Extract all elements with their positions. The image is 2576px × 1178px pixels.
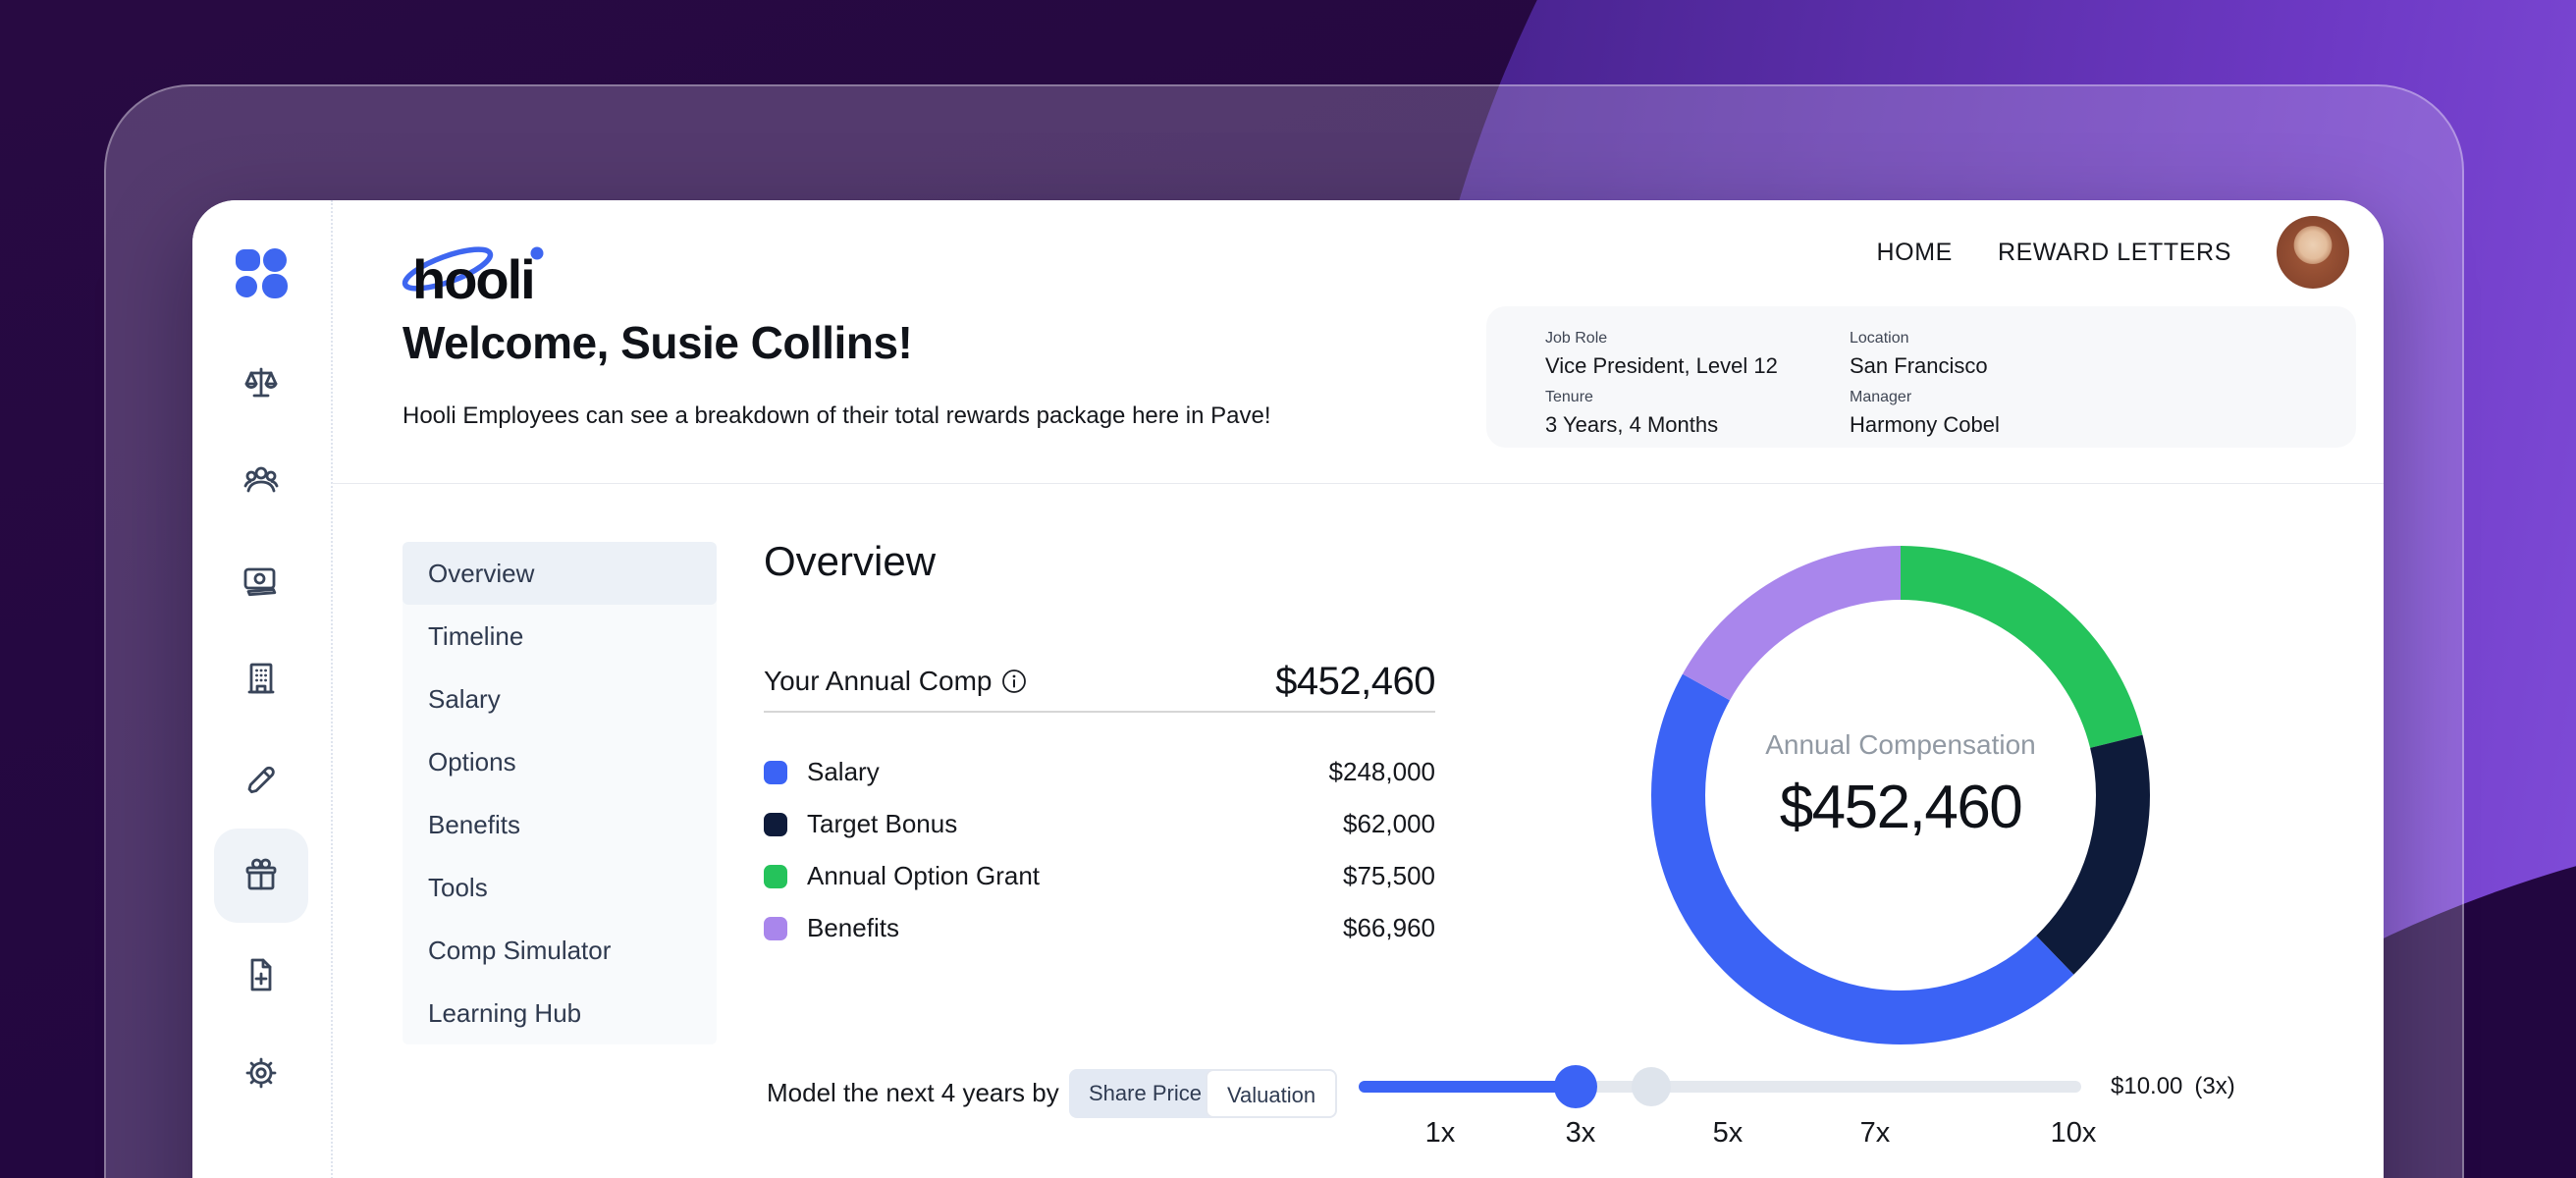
slider-thumb[interactable]: [1554, 1065, 1597, 1108]
slider-ghost-thumb[interactable]: [1632, 1067, 1671, 1106]
option-grant-swatch: [764, 864, 787, 888]
top-navigation: HOME REWARD LETTERS: [1877, 216, 2349, 289]
comp-legend: Salary $248,000 Target Bonus $62,000 Ann…: [764, 746, 1435, 954]
menu-item-comp-simulator[interactable]: Comp Simulator: [428, 935, 612, 965]
donut-segment-annual-option-grant[interactable]: [1651, 546, 2150, 1044]
annual-comp-donut-chart: Annual Compensation $452,460: [1651, 546, 2150, 1044]
tick-5x[interactable]: 5x: [1712, 1117, 1744, 1149]
pave-logo-icon[interactable]: [234, 246, 289, 301]
menu-item-timeline[interactable]: Timeline: [428, 620, 524, 651]
nav-home-link[interactable]: HOME: [1876, 238, 1953, 266]
menu-item-tools[interactable]: Tools: [428, 872, 488, 902]
sidebar-icon-rail: [192, 200, 333, 1178]
profile-field-tenure: Tenure 3 Years, 4 Months: [1545, 389, 1719, 437]
header-divider: [332, 483, 2384, 484]
menu-item-benefits[interactable]: Benefits: [428, 809, 520, 839]
benefits-swatch: [764, 916, 787, 940]
people-icon[interactable]: [240, 459, 283, 503]
menu-item-salary[interactable]: Salary: [428, 683, 501, 714]
annual-comp-row: Your Annual Comp $452,460: [764, 654, 1435, 709]
menu-item-options[interactable]: Options: [428, 746, 516, 776]
share-price-value: $10.00: [2111, 1073, 2183, 1099]
profile-field-job-role: Job Role Vice President, Level 12: [1545, 330, 1778, 378]
welcome-subtitle: Hooli Employees can see a breakdown of t…: [402, 402, 1271, 429]
building-icon[interactable]: [240, 657, 283, 700]
money-icon[interactable]: [240, 559, 283, 602]
comp-underline: [764, 711, 1435, 713]
legend-row-option-grant: Annual Option Grant $75,500: [764, 850, 1435, 902]
slider-fill: [1359, 1081, 1576, 1093]
scales-icon[interactable]: [240, 361, 283, 404]
profile-field-location: Location San Francisco: [1850, 330, 1988, 378]
gift-icon[interactable]: [240, 854, 283, 897]
annual-comp-label: Your Annual Comp: [764, 666, 993, 696]
annual-comp-value: $452,460: [1275, 659, 1435, 703]
nav-reward-letters-link[interactable]: REWARD LETTERS: [1997, 238, 2231, 266]
menu-item-overview[interactable]: Overview: [402, 542, 717, 605]
legend-row-salary: Salary $248,000: [764, 746, 1435, 798]
tick-10x[interactable]: 10x: [2050, 1117, 2097, 1149]
tick-7x[interactable]: 7x: [1859, 1117, 1891, 1149]
donut-segment-target-bonus[interactable]: [1651, 546, 2150, 1044]
settings-gear-icon[interactable]: [240, 1051, 283, 1095]
model-label: Model the next 4 years by: [767, 1078, 1059, 1107]
hooli-logo: hooli: [402, 246, 544, 310]
legend-row-benefits: Benefits $66,960: [764, 902, 1435, 954]
section-menu: Overview Timeline Salary Options Benefit…: [402, 542, 717, 1044]
user-avatar[interactable]: [2277, 216, 2349, 289]
share-price-toggle-button[interactable]: Share Price: [1069, 1069, 1221, 1118]
document-add-icon[interactable]: [240, 953, 283, 996]
profile-field-manager: Manager Harmony Cobel: [1850, 389, 2000, 437]
app-window: hooli HOME REWARD LETTERS Welcome, Susie…: [192, 200, 2384, 1178]
salary-swatch: [764, 760, 787, 784]
slider-value-readout: $10.00 (3x): [2111, 1073, 2235, 1100]
employee-profile-card: Job Role Vice President, Level 12 Locati…: [1486, 306, 2356, 448]
overview-title: Overview: [764, 538, 937, 584]
donut-chart-svg: [1651, 546, 2150, 1044]
donut-segment-salary[interactable]: [1651, 546, 2150, 1044]
menu-item-learning-hub[interactable]: Learning Hub: [428, 997, 582, 1028]
tick-3x[interactable]: 3x: [1565, 1117, 1596, 1149]
valuation-toggle-button[interactable]: Valuation: [1206, 1069, 1338, 1118]
tick-1x[interactable]: 1x: [1424, 1117, 1456, 1149]
target-bonus-swatch: [764, 812, 787, 836]
multiplier-value: (3x): [2194, 1073, 2235, 1099]
pencil-icon[interactable]: [240, 756, 283, 799]
welcome-heading: Welcome, Susie Collins!: [402, 317, 913, 368]
multiplier-slider-track[interactable]: [1359, 1081, 2081, 1093]
info-icon[interactable]: [1001, 669, 1027, 694]
hooli-wordmark: hooli: [412, 248, 534, 310]
legend-row-target-bonus: Target Bonus $62,000: [764, 798, 1435, 850]
